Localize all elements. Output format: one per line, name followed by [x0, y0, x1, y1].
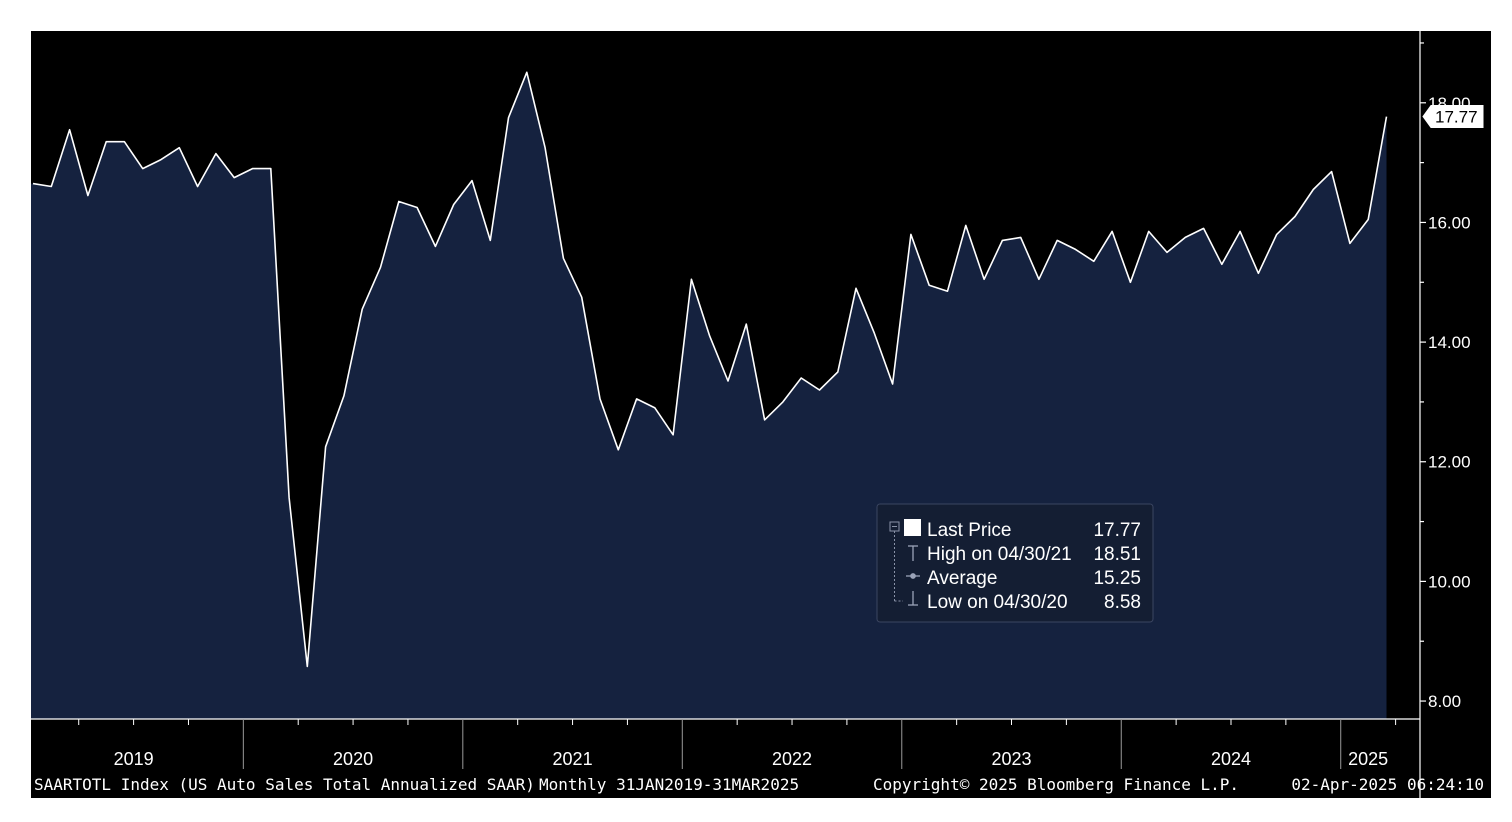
last-value-marker: 17.77 — [1422, 105, 1484, 129]
legend-label-low: Low on 04/30/20 — [927, 592, 1068, 613]
footer-timestamp: 02-Apr-2025 06:24:10 — [1291, 775, 1484, 794]
last-value-tag — [1422, 105, 1484, 129]
y-tick-label: 10.00 — [1428, 572, 1471, 591]
price-line — [32, 71, 1388, 668]
low-marker-icon — [908, 591, 918, 606]
legend-value-low: 8.58 — [1104, 592, 1141, 613]
legend-box: Last Price High on 04/30/21 Average Low … — [876, 503, 1154, 623]
footer-frequency: Monthly 31JAN2019-31MAR2025 — [539, 775, 799, 794]
x-year-label: 2025 — [1348, 749, 1388, 769]
y-tick-label: 8.00 — [1428, 692, 1461, 711]
chart-frame: 8.00 10.00 12.00 14.00 16.00 18.00 17.77 2019… — [31, 31, 1491, 798]
x-year-label: 2024 — [1211, 749, 1251, 769]
y-tick-label: 16.00 — [1428, 213, 1471, 232]
y-tick-label: 14.00 — [1428, 333, 1471, 352]
plot-area — [31, 71, 1388, 720]
footer-ticker: SAARTOTL Index (US Auto Sales Total Annu… — [34, 775, 535, 794]
chart-footer: SAARTOTL Index (US Auto Sales Total Annu… — [34, 775, 1484, 794]
year-labels: 2019 2020 2021 2022 2023 2024 2025 — [114, 749, 1389, 769]
x-axis: 2019 2020 2021 2022 2023 2024 2025 — [31, 718, 1420, 769]
legend-label-last-price: Last Price — [927, 520, 1011, 541]
x-year-label: 2019 — [114, 749, 154, 769]
footer-copyright: Copyright© 2025 Bloomberg Finance L.P. — [873, 775, 1239, 794]
average-marker-icon — [906, 573, 920, 579]
x-year-label: 2023 — [991, 749, 1031, 769]
legend-value-high: 18.51 — [1093, 544, 1141, 565]
area-fill — [31, 72, 1387, 720]
y-tick-label: 12.00 — [1428, 453, 1471, 472]
x-year-label: 2021 — [553, 749, 593, 769]
x-ticks — [78, 719, 1397, 769]
legend-value-average: 15.25 — [1093, 568, 1141, 589]
last-value-label: 17.77 — [1435, 108, 1478, 127]
legend-value-last-price: 17.77 — [1093, 520, 1141, 541]
legend-background — [876, 503, 1154, 623]
legend-label-average: Average — [927, 568, 997, 589]
last-price-swatch-icon — [904, 519, 921, 536]
x-year-label: 2020 — [333, 749, 373, 769]
x-year-label: 2022 — [772, 749, 812, 769]
high-marker-icon — [908, 545, 918, 561]
legend-label-high: High on 04/30/21 — [927, 544, 1072, 565]
